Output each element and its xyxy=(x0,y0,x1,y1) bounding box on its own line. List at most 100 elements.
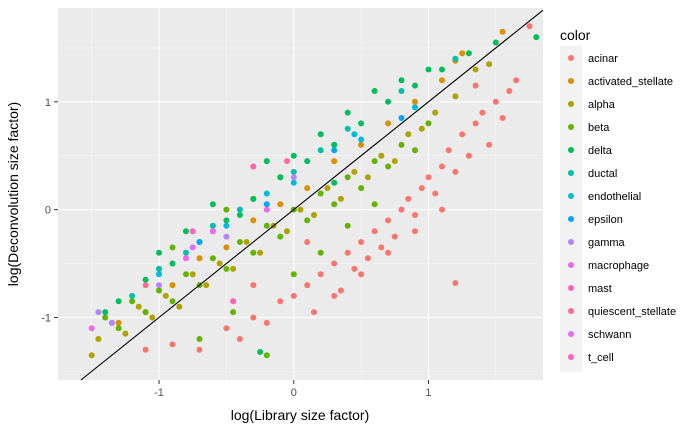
point-ductal xyxy=(183,249,189,256)
point-beta xyxy=(344,222,351,229)
point-activated-stellate xyxy=(412,98,418,105)
point-beta xyxy=(183,271,189,278)
point-acinar xyxy=(351,265,358,272)
point-gamma xyxy=(95,309,102,316)
point-acinar xyxy=(344,249,351,256)
point-beta xyxy=(263,352,270,359)
point-delta xyxy=(250,195,257,202)
point-acinar xyxy=(445,147,452,154)
legend-label-quiescent-stellate: quiescent_stellate xyxy=(588,306,676,318)
point-alpha xyxy=(162,292,169,299)
legend-key-beta xyxy=(568,124,574,130)
point-activated-stellate xyxy=(223,244,230,251)
point-ductal xyxy=(452,55,459,62)
legend-key-t-cell xyxy=(568,354,574,360)
point-acinar xyxy=(331,292,338,299)
point-beta xyxy=(223,206,230,213)
point-delta xyxy=(358,120,365,127)
legend-label-epsilon: epsilon xyxy=(588,214,623,226)
point-alpha xyxy=(135,303,142,310)
point-acinar xyxy=(405,195,412,202)
point-beta xyxy=(385,163,392,170)
legend-key-quiescent-stellate xyxy=(568,308,574,314)
point-alpha xyxy=(432,109,439,116)
point-beta xyxy=(236,239,243,245)
point-acinar xyxy=(385,249,392,256)
point-activated-stellate xyxy=(277,201,284,208)
y-tick-label: 1 xyxy=(45,97,51,109)
point-delta xyxy=(223,217,230,224)
point-delta xyxy=(209,201,216,208)
legend-label-endothelial: endothelial xyxy=(588,191,641,203)
point-acinar xyxy=(311,309,317,316)
point-acinar xyxy=(378,244,385,251)
point-alpha xyxy=(149,314,156,321)
point-ductal xyxy=(344,125,351,132)
point-endothelial xyxy=(156,271,162,278)
point-beta xyxy=(223,265,230,272)
point-delta xyxy=(344,109,351,116)
legend-label-mast: mast xyxy=(588,283,612,295)
point-delta xyxy=(412,82,418,89)
point-acinar xyxy=(385,217,392,224)
point-alpha xyxy=(243,239,250,245)
legend-key-alpha xyxy=(568,101,574,107)
legend-key-activated-stellate xyxy=(568,78,574,84)
point-epsilon xyxy=(398,115,405,121)
point-alpha xyxy=(88,352,95,359)
point-delta xyxy=(371,88,378,94)
point-acinar xyxy=(439,163,445,170)
point-delta xyxy=(317,131,324,138)
point-delta xyxy=(439,66,445,73)
legend-label-alpha: alpha xyxy=(588,99,616,111)
legend-key-background xyxy=(560,46,582,372)
point-delta xyxy=(277,174,284,181)
y-axis-ticks: -1 0 1 xyxy=(41,97,58,324)
point-beta xyxy=(331,201,338,208)
point-activated-stellate xyxy=(169,282,176,289)
point-alpha xyxy=(364,174,371,181)
point-gamma xyxy=(108,319,115,326)
point-beta xyxy=(169,244,176,251)
point-alpha xyxy=(378,152,385,159)
point-acinar xyxy=(398,206,405,213)
point-acinar xyxy=(364,255,371,262)
point-gamma xyxy=(156,282,162,289)
point-delta xyxy=(385,98,392,105)
legend-key-epsilon xyxy=(568,216,574,222)
point-beta xyxy=(156,287,162,294)
point-delta xyxy=(142,276,149,283)
point-alpha xyxy=(452,93,459,100)
point-acinar xyxy=(452,280,459,286)
point-mast xyxy=(250,163,257,170)
point-alpha xyxy=(486,61,493,68)
point-beta xyxy=(317,190,324,197)
point-activated-stellate xyxy=(358,141,365,148)
point-acinar xyxy=(418,185,425,192)
y-axis-title: log(Deconvolution size factor) xyxy=(5,102,21,286)
point-beta xyxy=(358,185,365,192)
point-delta xyxy=(425,66,432,73)
point-epsilon xyxy=(196,239,203,245)
point-delta xyxy=(304,158,311,165)
point-beta xyxy=(263,222,270,229)
point-acinar xyxy=(331,260,338,267)
point-alpha xyxy=(95,336,102,342)
point-acinar xyxy=(358,239,365,245)
point-beta xyxy=(398,141,405,148)
point-delta xyxy=(102,309,109,316)
point-acinar xyxy=(337,287,344,294)
point-gamma xyxy=(223,233,230,240)
point-alpha xyxy=(216,260,223,267)
point-ductal xyxy=(236,206,243,213)
point-endothelial xyxy=(358,136,365,143)
point-acinar xyxy=(459,131,466,138)
point-delta xyxy=(115,298,122,305)
point-alpha xyxy=(324,185,331,192)
point-acinar xyxy=(250,282,257,289)
point-acinar xyxy=(439,206,445,213)
point-activated-stellate xyxy=(385,120,392,127)
point-activated-stellate xyxy=(439,77,445,84)
